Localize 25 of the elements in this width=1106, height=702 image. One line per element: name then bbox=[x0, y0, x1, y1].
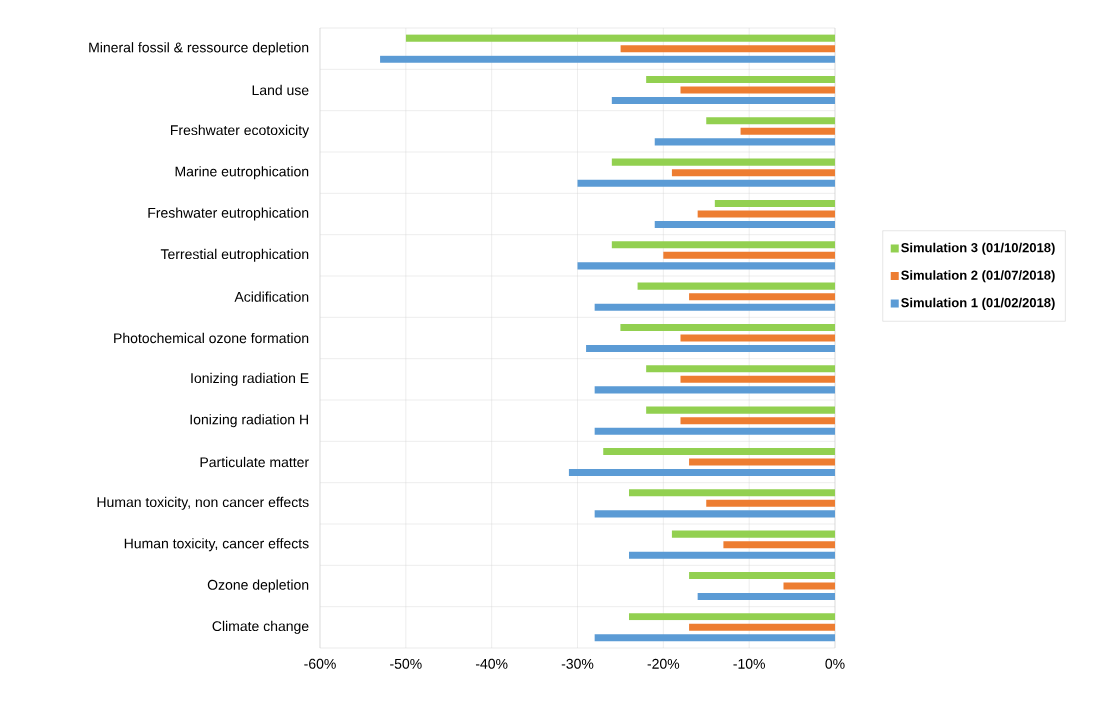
y-tick-label: Ionizing radiation H bbox=[190, 414, 308, 428]
x-tick-label: -50% bbox=[390, 658, 422, 669]
y-tick-label: Human toxicity, cancer effects bbox=[124, 538, 309, 552]
x-tick-label: -60% bbox=[304, 658, 336, 669]
x-tick-label: -40% bbox=[475, 658, 508, 669]
y-tick-label: Particulate matter bbox=[200, 456, 309, 468]
y-tick-label: Human toxicity, non cancer effects bbox=[97, 496, 309, 510]
y-tick-label: Ionizing radiation E bbox=[191, 372, 309, 386]
y-tick-label: Photochemical ozone formation bbox=[114, 332, 309, 344]
y-tick-label: Acidification bbox=[234, 291, 309, 302]
y-tick-label: Marine eutrophication bbox=[175, 166, 309, 180]
y-tick-label: Land use bbox=[252, 84, 309, 96]
y-tick-label: Climate change bbox=[212, 620, 309, 634]
x-tick-label: -10% bbox=[733, 658, 765, 669]
legend-label: Simulation 2 (01/07/2018) bbox=[901, 270, 1055, 283]
x-tick-label: -20% bbox=[647, 658, 680, 669]
legend-label: Simulation 3 (01/10/2018) bbox=[901, 242, 1055, 255]
y-tick-label: Freshwater ecotoxicity bbox=[171, 124, 310, 138]
legend-label: Simulation 1 (01/02/2018) bbox=[901, 297, 1055, 310]
x-tick-label: 0% bbox=[825, 658, 845, 669]
y-tick-label: Mineral fossil & ressource depletion bbox=[89, 42, 309, 56]
y-tick-label: Terrestial eutrophication bbox=[160, 248, 309, 262]
x-tick-label: -30% bbox=[561, 658, 594, 669]
y-tick-label: Ozone depletion bbox=[207, 579, 309, 593]
y-tick-label: Freshwater eutrophication bbox=[148, 207, 309, 221]
